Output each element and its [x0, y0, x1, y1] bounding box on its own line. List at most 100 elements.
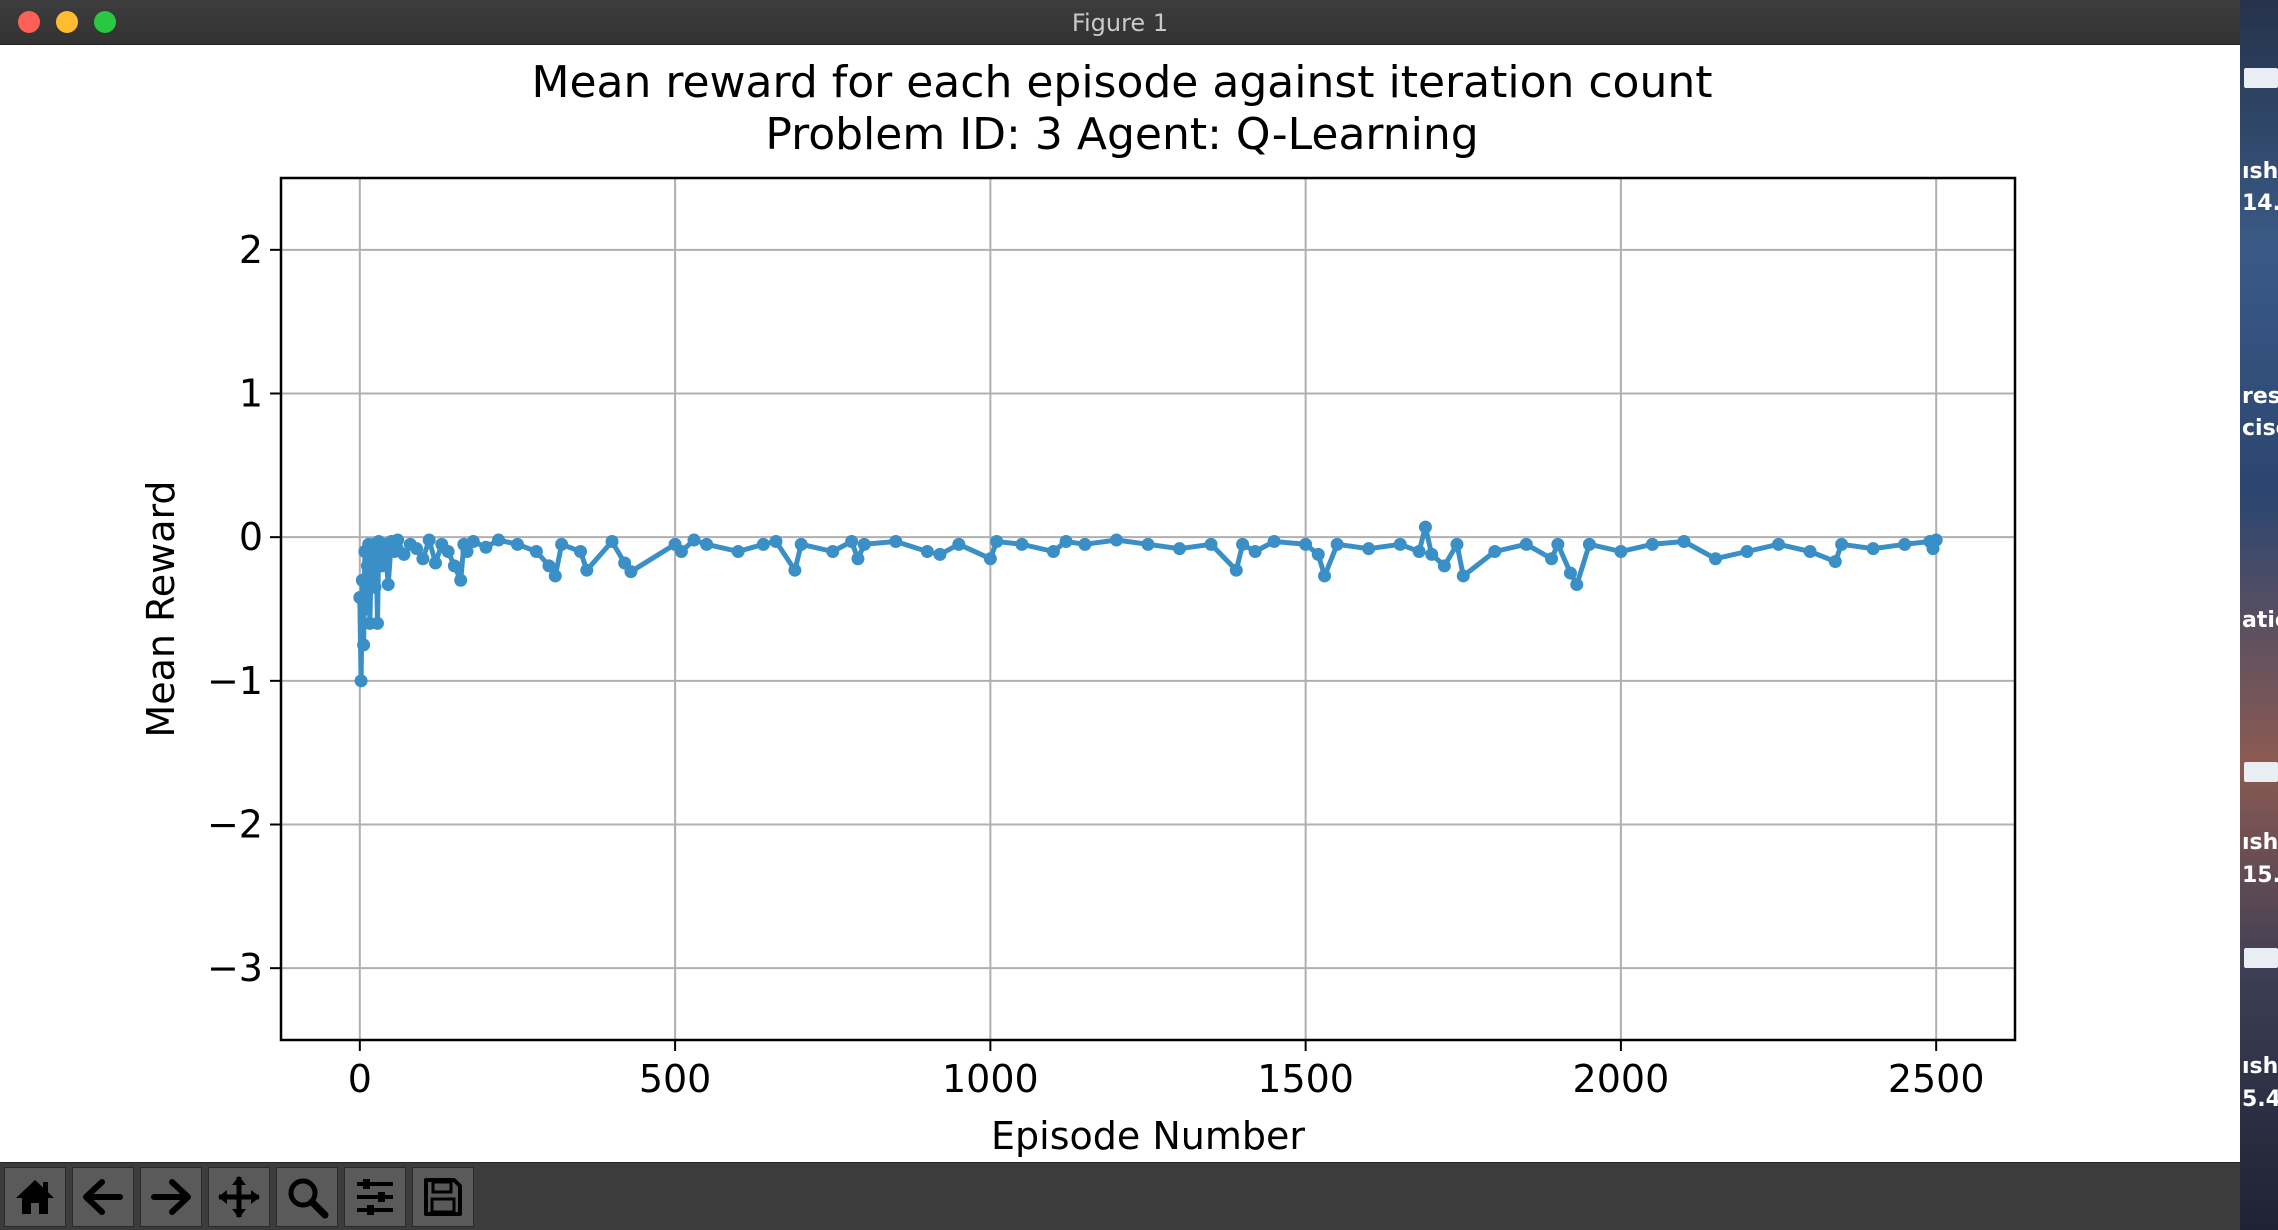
y-axis-label: Mean Reward [139, 480, 183, 737]
data-point [889, 534, 903, 548]
move-icon [218, 1176, 260, 1218]
zoom-button[interactable] [276, 1167, 338, 1227]
data-point [1437, 559, 1451, 573]
x-tick-label: 0 [348, 1057, 372, 1101]
chart-title: Mean reward for each episode against ite… [531, 57, 1712, 108]
desktop-label: 5.4 [2242, 1087, 2278, 1112]
data-point [365, 566, 379, 580]
arrow-right-icon [151, 1179, 191, 1215]
x-tick-label: 500 [639, 1057, 712, 1101]
data-point [1046, 545, 1060, 559]
data-point [1866, 542, 1880, 556]
data-point [492, 533, 506, 547]
line-chart: 0 500 1000 1500 2000 2500 2 1 0 −1 −2 −3 Mean rewar… [139, 57, 2017, 1158]
desktop-label: ısho [2242, 159, 2278, 184]
figure-canvas[interactable]: 0 500 1000 1500 2000 2500 2 1 0 −1 −2 −3 Mean rewar… [0, 45, 2240, 1162]
sliders-icon [357, 1179, 393, 1215]
chart-subtitle: Problem ID: 3 Agent: Q-Learning [765, 109, 1478, 160]
desktop-label: 14. [2242, 191, 2278, 216]
desktop-label: ısho [2242, 1054, 2278, 1079]
pan-button[interactable] [208, 1167, 270, 1227]
data-point [357, 638, 371, 652]
data-point [1362, 542, 1376, 556]
axes-frame [279, 176, 2017, 1042]
desktop-label: atio [2242, 608, 2278, 633]
data-point [794, 537, 808, 551]
desktop-label: ısho [2242, 830, 2278, 855]
data-point [700, 537, 714, 551]
home-icon [16, 1180, 54, 1214]
data-point [1582, 537, 1596, 551]
window-titlebar[interactable]: Figure 1 [0, 0, 2240, 45]
desktop-background-strip: ısho 14. ress cise atio ısho 15. ısho 5.… [2240, 0, 2278, 1230]
data-point [510, 537, 524, 551]
data-point [756, 537, 770, 551]
data-point [1545, 552, 1559, 566]
data-point [1425, 547, 1439, 561]
data-point [381, 578, 395, 592]
data-point [1418, 520, 1432, 534]
home-button[interactable] [4, 1167, 66, 1227]
x-axis-label: Episode Number [991, 1114, 1305, 1158]
data-point [1204, 537, 1218, 551]
data-point [1835, 537, 1849, 551]
data-point [1078, 537, 1092, 551]
back-button[interactable] [72, 1167, 134, 1227]
data-point [952, 537, 966, 551]
data-point [1450, 537, 1464, 551]
data-point [460, 545, 474, 559]
desktop-label: ress [2242, 384, 2278, 409]
data-point [1015, 537, 1029, 551]
save-button[interactable] [412, 1167, 474, 1227]
data-point [990, 534, 1004, 548]
data-point [933, 547, 947, 561]
data-point [1828, 555, 1842, 569]
data-point [1173, 542, 1187, 556]
data-point [1563, 566, 1577, 580]
data-point [983, 552, 997, 566]
data-point [369, 547, 383, 561]
data-point [355, 573, 369, 587]
data-point [1488, 545, 1502, 559]
maximize-window-button[interactable] [94, 11, 116, 33]
data-point [1772, 537, 1786, 551]
data-point [687, 533, 701, 547]
data-point [454, 573, 468, 587]
search-icon [288, 1178, 329, 1219]
data-point [1519, 537, 1533, 551]
data-point [580, 563, 594, 577]
data-point [353, 591, 367, 605]
minimize-window-button[interactable] [56, 11, 78, 33]
data-point [1740, 545, 1754, 559]
data-point [1141, 537, 1155, 551]
data-point [397, 547, 411, 561]
data-point [529, 545, 543, 559]
data-point [731, 545, 745, 559]
desktop-thumbnail [2244, 762, 2278, 782]
data-point [1551, 537, 1565, 551]
data-point [674, 545, 688, 559]
data-point [542, 559, 556, 573]
data-point [1412, 545, 1426, 559]
x-tick-label: 2000 [1573, 1057, 1670, 1101]
data-point [1059, 534, 1073, 548]
data-point [1645, 537, 1659, 551]
desktop-thumbnail [2244, 948, 2278, 968]
data-point [1614, 545, 1628, 559]
data-point [370, 616, 384, 630]
data-point [1929, 533, 1943, 547]
close-window-button[interactable] [18, 11, 40, 33]
data-point [1898, 537, 1912, 551]
grid-lines [281, 178, 2015, 1040]
data-point [1109, 533, 1123, 547]
desktop-label: 15. [2242, 863, 2278, 888]
floppy-disk-icon [424, 1178, 462, 1216]
data-point [1248, 545, 1262, 559]
data-point [1311, 547, 1325, 561]
configure-subplots-button[interactable] [344, 1167, 406, 1227]
data-point [857, 537, 871, 551]
data-point [920, 545, 934, 559]
data-point [548, 569, 562, 583]
forward-button[interactable] [140, 1167, 202, 1227]
